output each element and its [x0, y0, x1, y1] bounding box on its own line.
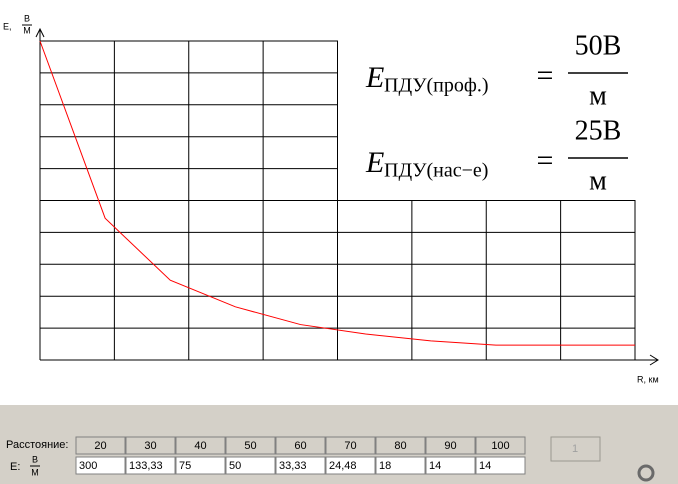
- value-cell[interactable]: 14: [429, 460, 441, 472]
- y-label-numerator: В: [24, 13, 30, 23]
- distance-cell: 20: [94, 440, 106, 452]
- input-cell[interactable]: [175, 456, 226, 475]
- value-cell[interactable]: 14: [479, 460, 491, 472]
- refresh-icon[interactable]: [637, 464, 655, 482]
- y-label-denominator: М: [23, 25, 31, 35]
- header-cell: [75, 436, 126, 455]
- formula-box: [338, 28, 640, 200]
- formula-numerator: 50В: [575, 30, 622, 61]
- y-axis-arrow: [35, 27, 45, 38]
- value-cell[interactable]: 300: [79, 460, 97, 472]
- formula-denominator: м: [589, 165, 607, 196]
- header-cell: [375, 436, 426, 455]
- x-axis-arrow: [649, 354, 659, 366]
- formula-subscript: ПДУ(нас−е): [384, 160, 488, 182]
- data-line: [39, 40, 561, 346]
- distance-label: Расстояние:: [6, 439, 68, 451]
- refresh-ring[interactable]: [637, 464, 655, 482]
- input-cell[interactable]: [325, 456, 376, 475]
- header-cell: [225, 436, 276, 455]
- distance-cell: 50: [244, 440, 256, 452]
- formula-equals: =: [537, 144, 554, 177]
- input-cell[interactable]: [75, 456, 126, 475]
- distance-cell: 100: [491, 440, 509, 452]
- e-label-symbol: E:: [10, 461, 20, 473]
- button-label[interactable]: 1: [572, 443, 578, 455]
- header-cell: [175, 436, 226, 455]
- header-cell: [425, 436, 476, 455]
- value-cell[interactable]: 24,48: [329, 460, 357, 472]
- value-cell[interactable]: 18: [379, 460, 391, 472]
- button-frame[interactable]: [550, 436, 601, 462]
- distance-cell: 80: [394, 440, 406, 452]
- formula-subscript: ПДУ(проф.): [384, 75, 488, 97]
- value-cell[interactable]: 75: [179, 460, 191, 472]
- distance-cell: 40: [194, 440, 206, 452]
- input-cell[interactable]: [425, 456, 476, 475]
- header-cell: [325, 436, 376, 455]
- header-cell: [125, 436, 176, 455]
- e-label-denominator: М: [31, 467, 39, 477]
- distance-cell: 70: [344, 440, 356, 452]
- header-cell: [275, 436, 326, 455]
- value-cell[interactable]: 33,33: [279, 460, 307, 472]
- input-cell[interactable]: [475, 456, 526, 475]
- input-cell[interactable]: [375, 456, 426, 475]
- value-cell[interactable]: 133,33: [129, 460, 163, 472]
- plot: [39, 40, 635, 346]
- distance-cell: 60: [294, 440, 306, 452]
- header-cell: [475, 436, 526, 455]
- distance-cell: 30: [144, 440, 156, 452]
- input-cell[interactable]: [275, 456, 326, 475]
- button[interactable]: 1: [550, 436, 601, 462]
- formula-numerator: 25В: [575, 115, 622, 146]
- formula-denominator: м: [589, 80, 607, 111]
- distance-cell: 90: [444, 440, 456, 452]
- y-label-symbol: E,: [3, 21, 12, 31]
- formula-equals: =: [537, 59, 554, 92]
- input-cell[interactable]: [225, 456, 276, 475]
- formula-symbol: E: [365, 146, 384, 179]
- e-label-numerator: В: [32, 454, 38, 464]
- formula-symbol: E: [365, 61, 384, 94]
- input-cell[interactable]: [125, 456, 176, 475]
- value-cell[interactable]: 50: [229, 460, 241, 472]
- x-label: R, км: [637, 374, 659, 384]
